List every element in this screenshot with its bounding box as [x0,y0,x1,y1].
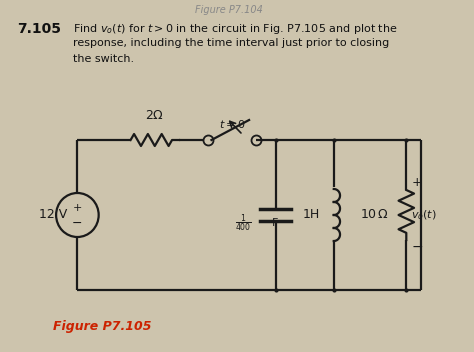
Text: +: + [73,203,82,213]
Text: −: − [72,216,82,230]
Text: $t = 0$: $t = 0$ [219,118,246,130]
Text: $v_o(t)$: $v_o(t)$ [411,208,437,222]
Text: Figure P7.104: Figure P7.104 [195,5,263,15]
Text: Find $v_o(t)$ for $t > 0$ in the circuit in Fig. P7.105 and plot the: Find $v_o(t)$ for $t > 0$ in the circuit… [73,22,397,36]
Text: the switch.: the switch. [73,54,134,64]
Text: Figure P7.105: Figure P7.105 [53,320,152,333]
Text: 12 V: 12 V [39,208,68,221]
Text: +: + [411,176,422,189]
Text: $10\,\Omega$: $10\,\Omega$ [360,208,389,221]
Text: 1H: 1H [303,208,320,221]
Text: −: − [411,240,423,254]
Text: 7.105: 7.105 [18,22,62,36]
Text: F: F [272,218,278,228]
Text: $\frac{1}{400}$: $\frac{1}{400}$ [235,212,252,234]
Text: response, including the time interval just prior to closing: response, including the time interval ju… [73,38,389,48]
Text: $2\Omega$: $2\Omega$ [145,109,164,122]
